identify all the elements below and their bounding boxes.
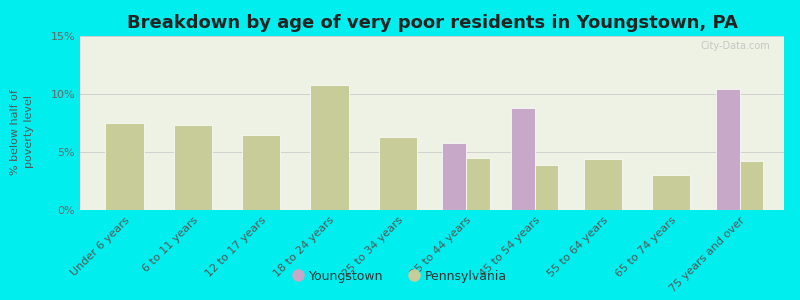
Legend: Youngstown, Pennsylvania: Youngstown, Pennsylvania — [288, 265, 512, 288]
Text: City-Data.com: City-Data.com — [700, 41, 770, 51]
Bar — [652, 175, 690, 210]
Bar — [378, 137, 417, 210]
Bar — [310, 85, 349, 210]
Text: % below half of
poverty level: % below half of poverty level — [10, 89, 34, 175]
Bar — [534, 165, 558, 210]
Bar — [739, 161, 763, 210]
Bar — [466, 158, 490, 210]
Bar — [510, 108, 534, 210]
Bar — [106, 123, 143, 210]
Bar — [174, 125, 212, 210]
Bar — [442, 143, 466, 210]
Bar — [584, 159, 622, 210]
Bar — [242, 135, 280, 210]
Title: Breakdown by age of very poor residents in Youngstown, PA: Breakdown by age of very poor residents … — [126, 14, 738, 32]
Bar — [716, 89, 739, 210]
